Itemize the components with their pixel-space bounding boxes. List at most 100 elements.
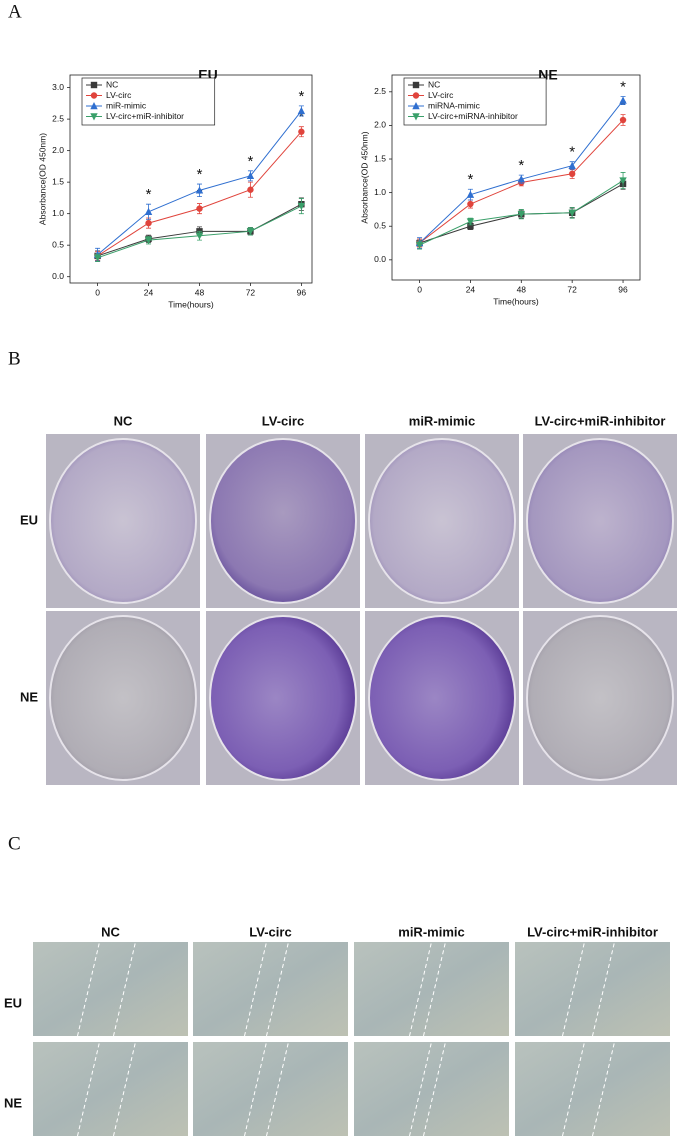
- wound-edge: [423, 1041, 446, 1137]
- significance: *: [197, 166, 203, 183]
- wound-edge: [409, 1041, 432, 1137]
- marker: [246, 171, 255, 180]
- wound-edge: [592, 941, 615, 1037]
- row-label: NE: [20, 689, 38, 704]
- photo: [193, 942, 348, 1036]
- plot-frame: [69, 74, 313, 284]
- y-tick-label: 0.5: [374, 220, 386, 230]
- marker: [90, 113, 98, 121]
- legend-box: [81, 77, 216, 126]
- marker: [568, 170, 576, 178]
- x-tick-label: 72: [567, 284, 577, 294]
- column-label: LV-circ: [249, 924, 291, 939]
- significance: *: [620, 78, 626, 95]
- marker: [467, 223, 474, 230]
- y-tick-label: 0.0: [374, 254, 386, 264]
- marker: [415, 241, 424, 250]
- legend-label: LV-circ: [106, 90, 132, 100]
- y-tick-label: 1.5: [52, 176, 64, 186]
- x-axis-label: Time(hours): [493, 296, 539, 306]
- column-label: NC: [114, 413, 133, 428]
- marker: [195, 232, 204, 240]
- plate-well: [209, 438, 357, 604]
- y-tick-label: 1.5: [374, 153, 386, 163]
- marker: [195, 186, 204, 194]
- marker: [619, 177, 627, 185]
- significance: *: [569, 144, 575, 161]
- y-tick-label: 0.5: [52, 239, 64, 249]
- x-tick-label: 24: [144, 287, 154, 297]
- photo: [515, 1042, 670, 1136]
- wound-edge: [266, 1041, 289, 1137]
- wound-edge: [423, 941, 446, 1037]
- plot-frame: [391, 74, 641, 281]
- plate-well: [49, 615, 197, 781]
- wound-edge: [409, 941, 432, 1037]
- column-label: miR-mimic: [409, 413, 475, 428]
- column-label: NC: [101, 924, 120, 939]
- y-tick-label: 1.0: [374, 187, 386, 197]
- marker: [196, 205, 203, 212]
- y-tick-label: 2.5: [52, 113, 64, 123]
- photo: [193, 1042, 348, 1136]
- wound-edge: [113, 941, 136, 1037]
- plate-well: [526, 615, 674, 781]
- marker: [297, 202, 306, 211]
- wound-edge: [77, 941, 100, 1037]
- x-tick-label: 72: [246, 287, 256, 297]
- wound-edge: [77, 1041, 100, 1137]
- row-label: EU: [20, 512, 38, 527]
- row-label: NE: [4, 1095, 22, 1110]
- panel-label: A: [8, 1, 22, 22]
- photo: [33, 942, 188, 1036]
- significance: *: [298, 88, 304, 105]
- legend-box: [403, 77, 547, 126]
- significance: *: [620, 97, 626, 114]
- wound-edge: [244, 941, 267, 1037]
- x-tick-label: 0: [417, 284, 422, 294]
- significance: *: [146, 186, 152, 203]
- x-tick-label: 24: [466, 284, 476, 294]
- plate-well: [368, 615, 516, 781]
- photo: [33, 1042, 188, 1136]
- marker: [298, 128, 305, 135]
- wound-edge: [266, 941, 289, 1037]
- marker: [144, 236, 153, 245]
- significance: *: [248, 153, 254, 170]
- row-label: EU: [4, 995, 22, 1010]
- x-tick-label: 48: [195, 287, 205, 297]
- y-tick-label: 0.0: [52, 271, 64, 281]
- legend-label: NC: [106, 79, 118, 89]
- panel-label: C: [8, 833, 21, 854]
- marker: [412, 102, 420, 110]
- y-tick-label: 1.0: [52, 208, 64, 218]
- marker: [412, 113, 420, 121]
- plate-well: [368, 438, 516, 604]
- x-axis-label: Time(hours): [168, 299, 214, 309]
- wound-edge: [592, 1041, 615, 1137]
- column-label: miR-mimic: [398, 924, 464, 939]
- wound-edge: [244, 1041, 267, 1137]
- wound-edge: [562, 1041, 585, 1137]
- x-tick-label: 96: [618, 284, 628, 294]
- legend-label: miRNA-mimic: [428, 100, 481, 110]
- marker: [466, 190, 475, 198]
- legend-label: miR-mimic: [106, 100, 147, 110]
- wound-edge: [562, 941, 585, 1037]
- photo: [515, 942, 670, 1036]
- marker: [568, 209, 576, 217]
- legend-label: LV-circ: [428, 90, 454, 100]
- legend-label: LV-circ+miRNA-inhibitor: [428, 111, 518, 121]
- legend-label: LV-circ+miR-inhibitor: [106, 111, 184, 121]
- y-tick-label: 3.0: [52, 82, 64, 92]
- marker: [619, 116, 627, 124]
- legend-label: NC: [428, 79, 440, 89]
- plate-well: [209, 615, 357, 781]
- x-tick-label: 48: [517, 284, 527, 294]
- y-axis-label: Absorbance(OD 450nm): [359, 131, 369, 223]
- marker: [568, 161, 576, 169]
- plate-well: [49, 438, 197, 604]
- y-axis-label: Absorbance(OD 450nm): [37, 133, 47, 225]
- marker: [145, 219, 152, 227]
